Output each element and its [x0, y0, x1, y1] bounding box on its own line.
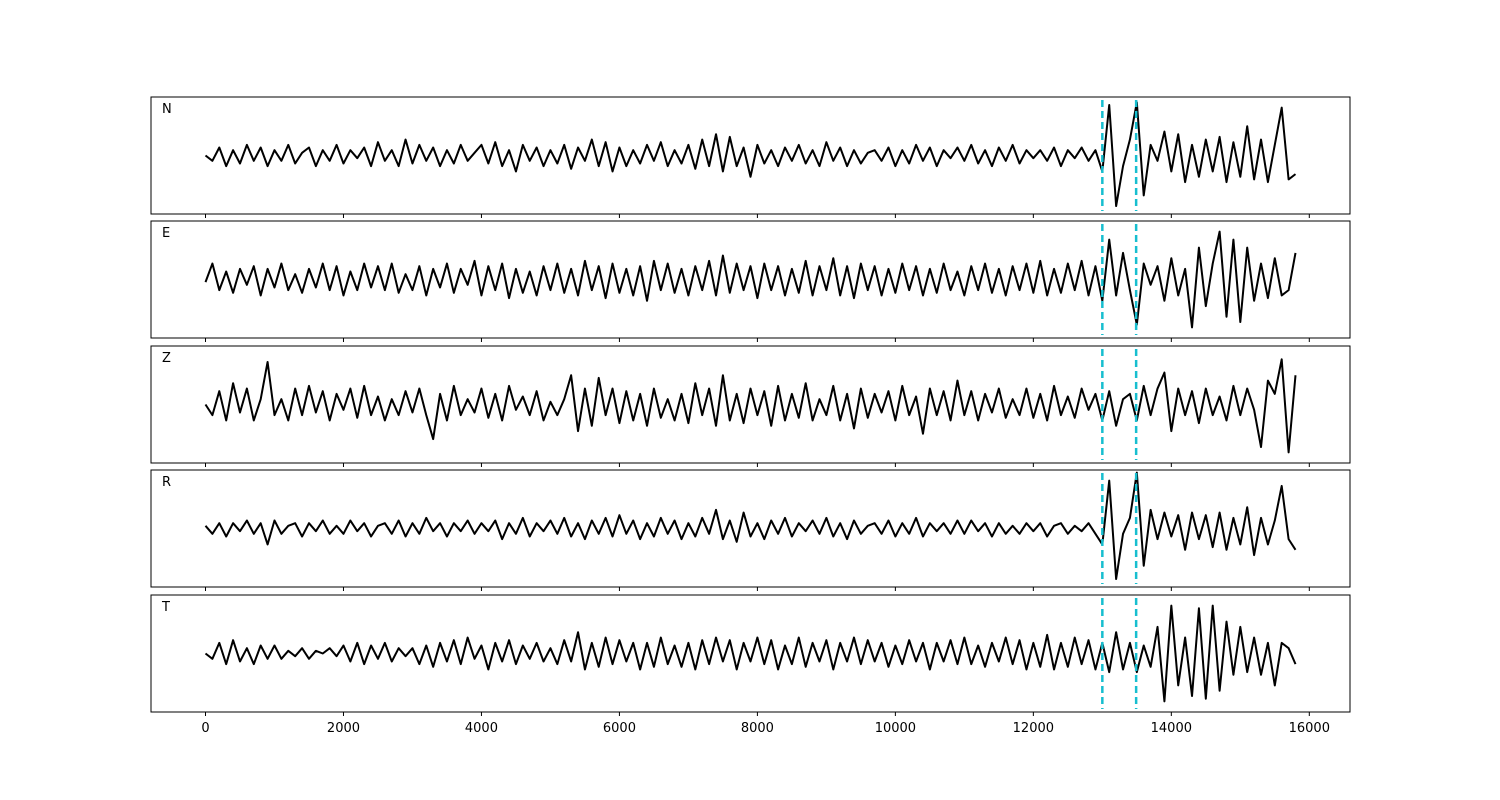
x-tick-label: 14000 [1151, 721, 1192, 736]
x-tick-label: 8000 [741, 721, 774, 736]
panel-label: R [162, 475, 171, 490]
panel-frame [150, 469, 1351, 588]
x-tick-label: 16000 [1289, 721, 1330, 736]
panel-label: N [162, 102, 172, 117]
panel-frame [150, 220, 1351, 339]
panel-label: Z [162, 351, 171, 366]
x-tick-label: 12000 [1013, 721, 1054, 736]
x-tick-label: 6000 [603, 721, 636, 736]
trace [204, 604, 1297, 703]
trace [204, 471, 1297, 581]
panel-frame [150, 345, 1351, 464]
panel-label: E [162, 226, 170, 241]
x-tick-label: 0 [201, 721, 209, 736]
trace [204, 358, 1297, 454]
x-tick-label: 10000 [875, 721, 916, 736]
trace [204, 101, 1297, 208]
x-tick-label: 2000 [327, 721, 360, 736]
panel-frame [150, 594, 1351, 713]
x-tick-label: 4000 [465, 721, 498, 736]
panel-frame [150, 96, 1351, 215]
panel-label: T [161, 600, 170, 615]
trace [204, 230, 1297, 329]
